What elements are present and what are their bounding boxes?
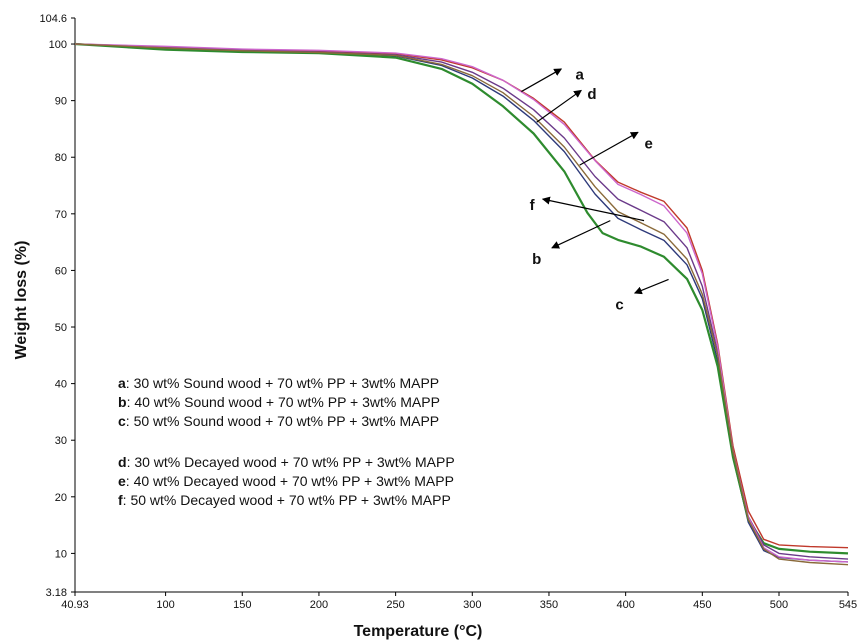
legend-entry-d: d: 30 wt% Decayed wood + 70 wt% PP + 3wt… (118, 454, 455, 470)
series-line-f (74, 43, 849, 566)
x-tick-label: 40.93 (61, 599, 89, 611)
y-tick-label: 80 (55, 152, 67, 164)
x-tick-label: 350 (540, 599, 558, 611)
annotation-label-a: a (575, 67, 584, 84)
y-axis-title: Weight loss (%) (13, 241, 30, 360)
x-tick-label: 300 (463, 599, 481, 611)
legend-entry-a: a: 30 wt% Sound wood + 70 wt% PP + 3wt% … (118, 375, 439, 391)
x-tick-label: 100 (156, 599, 174, 611)
x-tick-label: 400 (616, 599, 634, 611)
x-tick-label: 500 (770, 599, 788, 611)
annotation-arrow-a (521, 68, 563, 93)
annotation-arrow-c (633, 278, 669, 295)
y-tick-label: 50 (55, 322, 67, 334)
x-tick-label: 450 (693, 599, 711, 611)
annotation-label-d: d (587, 86, 596, 103)
annotation-arrow-d (536, 89, 582, 123)
y-tick-label: 20 (55, 492, 67, 504)
y-tick-label: 60 (55, 265, 67, 277)
series-annotations: ad e f b c (521, 67, 669, 313)
annotation-arrow-e (579, 131, 639, 166)
y-tick-label: 104.6 (39, 13, 67, 25)
annotation-label-c: c (615, 296, 623, 313)
annotation-label-f: f (530, 197, 536, 214)
legend-entry-f: f: 50 wt% Decayed wood + 70 wt% PP + 3wt… (118, 492, 451, 508)
legend: a: 30 wt% Sound wood + 70 wt% PP + 3wt% … (118, 375, 455, 508)
annotation-arrow-b (551, 220, 611, 249)
annotation-label-e: e (644, 136, 652, 153)
y-tick-label: 100 (49, 39, 67, 51)
legend-entry-c: c: 50 wt% Sound wood + 70 wt% PP + 3wt% … (118, 413, 439, 429)
y-tick-label: 40 (55, 379, 67, 391)
y-tick-label: 90 (55, 96, 67, 108)
y-tick-label: 10 (55, 548, 67, 560)
x-tick-label: 545 (839, 599, 857, 611)
series-lines (74, 42, 849, 566)
y-tick-label: 70 (55, 209, 67, 221)
annotation-arrow-f (541, 196, 645, 222)
y-tick-label: 30 (55, 435, 67, 447)
x-tick-label: 200 (310, 599, 328, 611)
x-tick-label: 250 (386, 599, 404, 611)
x-tick-label: 150 (233, 599, 251, 611)
legend-entry-e: e: 40 wt% Decayed wood + 70 wt% PP + 3wt… (118, 473, 454, 489)
annotation-label-b: b (532, 251, 541, 268)
x-axis-title: Temperature (°C) (354, 623, 483, 640)
series-line-e (74, 43, 849, 563)
legend-entry-b: b: 40 wt% Sound wood + 70 wt% PP + 3wt% … (118, 394, 440, 410)
tick-labels: 40.93 100 150 200 250 300 350 400 450 500 545 3.18 1… (39, 13, 857, 611)
y-tick-label: 3.18 (46, 587, 67, 599)
